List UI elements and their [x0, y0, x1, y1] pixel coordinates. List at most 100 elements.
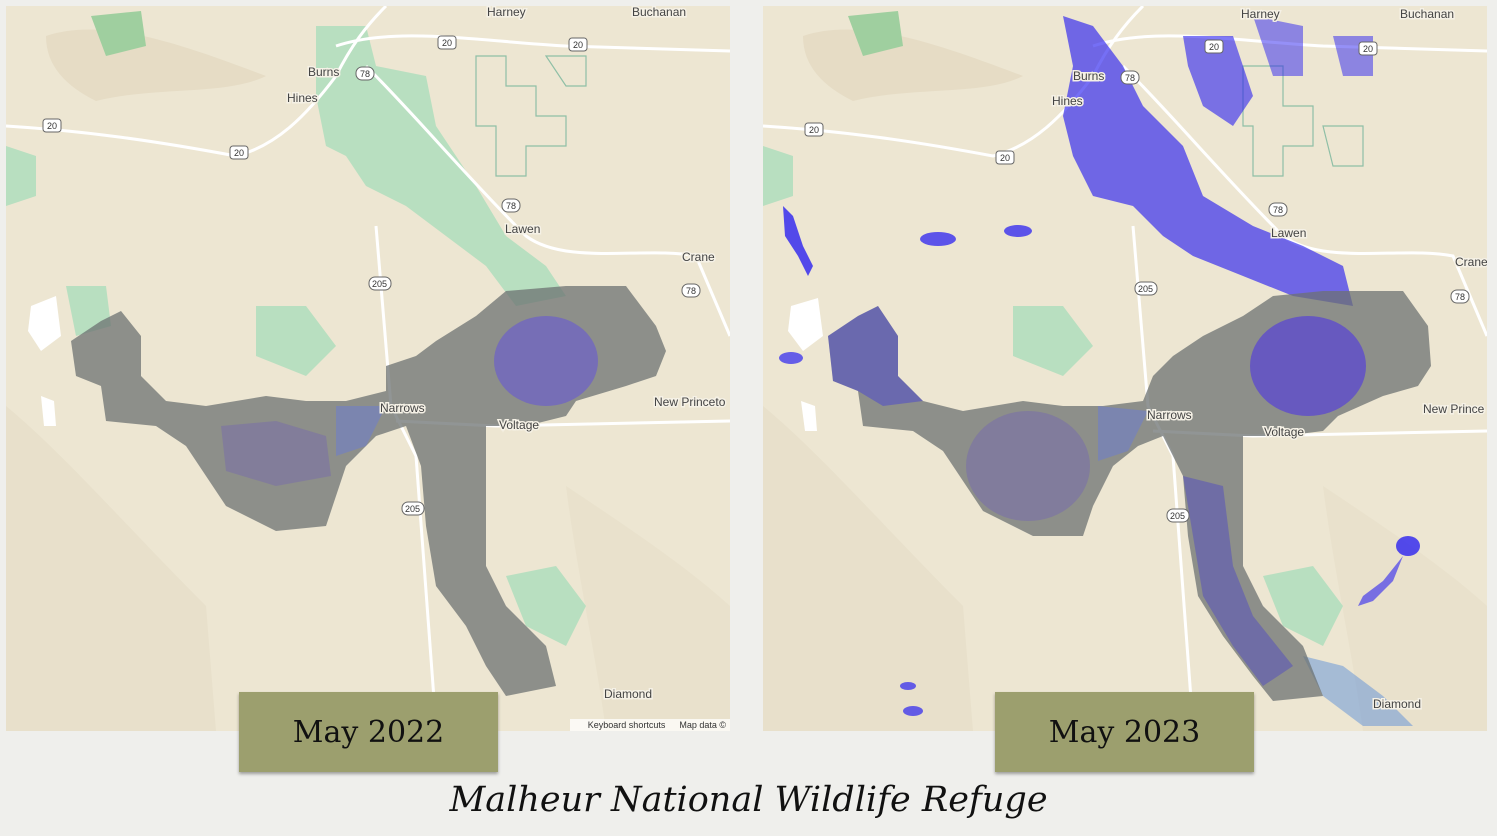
road — [763, 6, 1145, 158]
figure-caption: Malheur National Wildlife Refuge — [449, 780, 1048, 820]
terrain-ridge — [763, 406, 973, 731]
flood-patch — [903, 706, 923, 716]
highway-shield: 205 — [1134, 281, 1158, 296]
flood-extent — [1358, 556, 1403, 606]
highway-shield: 20 — [995, 150, 1015, 165]
flood-extent — [1253, 16, 1303, 76]
place-label-harney: Harney — [1241, 7, 1280, 21]
date-label-2022: May 2022 — [239, 692, 498, 772]
place-label-new-princeton: New Princeto — [654, 395, 726, 409]
public-land — [1013, 306, 1093, 376]
map-data-link[interactable]: Map data © — [679, 720, 726, 730]
highway-shield: 205 — [1166, 508, 1190, 523]
place-label-narrows: Narrows — [1147, 408, 1192, 422]
flood-patch — [1004, 225, 1032, 237]
place-label-buchanan: Buchanan — [632, 6, 686, 19]
svg-text:78: 78 — [1273, 205, 1283, 215]
highway-shield: 78 — [681, 283, 701, 298]
highway-shield: 20 — [42, 118, 62, 133]
township-grid — [1322, 125, 1364, 167]
playa — [801, 401, 817, 431]
place-label-new-princeton: New Prince — [1423, 402, 1485, 416]
map-canvas: Harney Buchanan Burns Hines Lawen Crane … — [6, 6, 730, 731]
highway-shield: 20 — [568, 37, 588, 52]
public-land — [6, 146, 36, 206]
public-land — [256, 306, 336, 376]
highway-shield: 78 — [1120, 70, 1140, 85]
place-label-hines: Hines — [1052, 94, 1083, 108]
svg-text:78: 78 — [686, 286, 696, 296]
svg-text:205: 205 — [405, 504, 420, 514]
terrain-ridge — [803, 29, 1023, 101]
place-label-harney: Harney — [487, 6, 526, 19]
township-grid — [475, 55, 567, 177]
malheur-lake — [494, 316, 598, 406]
highway-shield: 78 — [1450, 289, 1470, 304]
svg-text:78: 78 — [360, 69, 370, 79]
public-land — [316, 26, 566, 306]
flood-extent — [783, 206, 813, 276]
highway-shield: 78 — [501, 198, 521, 213]
svg-text:20: 20 — [573, 40, 583, 50]
svg-text:20: 20 — [1209, 42, 1219, 52]
terrain-ridge — [46, 29, 266, 101]
highway-shield: 78 — [355, 66, 375, 81]
flood-extent — [828, 306, 923, 406]
road — [335, 34, 730, 53]
svg-text:205: 205 — [372, 279, 387, 289]
place-label-narrows: Narrows — [380, 401, 425, 415]
road — [1121, 64, 1487, 337]
highway-shield: 20 — [1358, 41, 1378, 56]
road — [364, 64, 730, 337]
highway-shield: 205 — [368, 276, 392, 291]
map-panel-may-2022[interactable]: Harney Buchanan Burns Hines Lawen Crane … — [6, 6, 730, 731]
highway-shield: 20 — [1204, 39, 1224, 54]
terrain-ridge — [1323, 486, 1487, 731]
date-label-2023: May 2023 — [995, 692, 1254, 772]
road — [374, 225, 438, 727]
svg-text:78: 78 — [1455, 292, 1465, 302]
malheur-lake — [1250, 316, 1366, 416]
terrain-ridge — [6, 406, 216, 731]
map-panel-may-2023[interactable]: Harney Buchanan Burns Hines Lawen Crane … — [763, 6, 1487, 731]
svg-text:20: 20 — [47, 121, 57, 131]
svg-text:20: 20 — [1363, 44, 1373, 54]
playa — [28, 296, 61, 351]
flood-extent — [1183, 36, 1253, 126]
public-land — [763, 146, 793, 206]
place-label-burns: Burns — [308, 65, 339, 79]
place-label-voltage: Voltage — [499, 418, 539, 432]
highway-shield: 20 — [437, 35, 457, 50]
place-label-voltage: Voltage — [1264, 425, 1304, 439]
flood-extent — [1063, 16, 1353, 306]
road — [6, 6, 388, 158]
flood-patch — [920, 232, 956, 246]
place-label-crane: Crane — [682, 250, 715, 264]
flood-extent — [1183, 476, 1293, 686]
flood-patch — [1396, 536, 1420, 556]
keyboard-shortcuts-link[interactable]: Keyboard shortcuts — [587, 720, 666, 730]
svg-text:78: 78 — [1125, 73, 1135, 83]
township-grid — [544, 55, 587, 87]
playa — [41, 396, 56, 426]
place-label-buchanan: Buchanan — [1400, 7, 1454, 21]
harney-lake — [221, 421, 331, 486]
svg-text:20: 20 — [234, 148, 244, 158]
highway-shield: 205 — [401, 501, 425, 516]
map-attribution: Keyboard shortcuts Map data © — [569, 719, 730, 731]
svg-text:20: 20 — [1000, 153, 1010, 163]
township-grid — [1242, 65, 1314, 177]
lake-shallows — [336, 406, 386, 456]
terrain-ridge — [566, 486, 730, 731]
lake-shallows — [1098, 406, 1148, 461]
playa — [788, 298, 823, 351]
flood-patch — [900, 682, 916, 690]
highway-shield: 78 — [1268, 202, 1288, 217]
harney-lake — [966, 411, 1090, 521]
svg-text:205: 205 — [1170, 511, 1185, 521]
flood-extent — [1303, 656, 1413, 726]
public-land — [848, 11, 903, 56]
place-label-burns: Burns — [1073, 69, 1104, 83]
flood-patch — [779, 352, 803, 364]
place-label-crane: Crane — [1455, 255, 1487, 269]
